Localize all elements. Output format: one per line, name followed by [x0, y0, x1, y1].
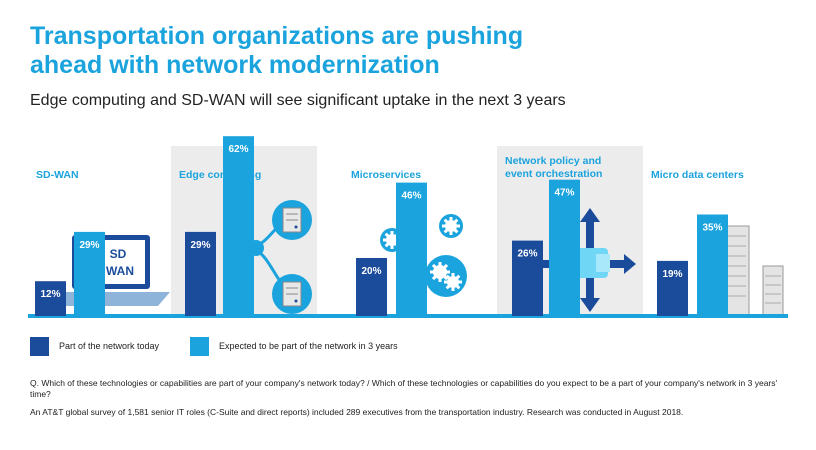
- data-label: 19%: [662, 269, 682, 280]
- category-label: Microservices: [351, 169, 421, 181]
- page-subtitle: Edge computing and SD-WAN will see signi…: [30, 92, 566, 109]
- category-label: SD-WAN: [36, 169, 79, 181]
- sdwan-screen-text-2: WAN: [106, 264, 134, 278]
- legend-swatch-today: [30, 336, 49, 356]
- bar-today: [356, 258, 387, 316]
- data-label: 29%: [190, 240, 210, 251]
- legend-label-today: Part of the network today: [59, 341, 160, 351]
- bar-future: [697, 214, 728, 316]
- category-label: Micro data centers: [651, 169, 744, 181]
- data-label: 47%: [554, 188, 574, 199]
- sdwan-screen-text-1: SD: [110, 247, 127, 261]
- bar-today: [35, 281, 66, 316]
- data-label: 12%: [40, 289, 60, 300]
- bar-future: [396, 182, 427, 316]
- legend-label-future: Expected to be part of the network in 3 …: [219, 341, 398, 351]
- legend-swatch-future: [190, 336, 209, 356]
- gears-icon: [380, 214, 467, 297]
- data-label: 26%: [517, 249, 537, 260]
- category-label: Network policy and event orchestration: [505, 155, 602, 180]
- bar-today: [185, 231, 216, 316]
- server-network-icon: [248, 200, 312, 314]
- data-label: 35%: [702, 223, 722, 234]
- methodology-note: An AT&T global survey of 1,581 senior IT…: [30, 407, 684, 417]
- bar-today: [512, 240, 543, 316]
- legend-item-today: Part of the network today: [30, 336, 159, 356]
- bar-future: [223, 136, 254, 316]
- page-title: Transportation organizations are pushing…: [30, 22, 524, 79]
- data-label: 46%: [401, 191, 421, 202]
- data-label: 62%: [228, 144, 248, 155]
- legend-item-future: Expected to be part of the network in 3 …: [190, 336, 398, 356]
- data-label: 20%: [361, 266, 381, 277]
- bar-today: [657, 260, 688, 316]
- data-label: 29%: [79, 240, 99, 251]
- bar-future: [549, 179, 580, 316]
- survey-question: Q. Which of these technologies or capabi…: [30, 378, 778, 399]
- bar-future: [74, 231, 105, 316]
- laptop-icon: SD WAN: [52, 235, 170, 306]
